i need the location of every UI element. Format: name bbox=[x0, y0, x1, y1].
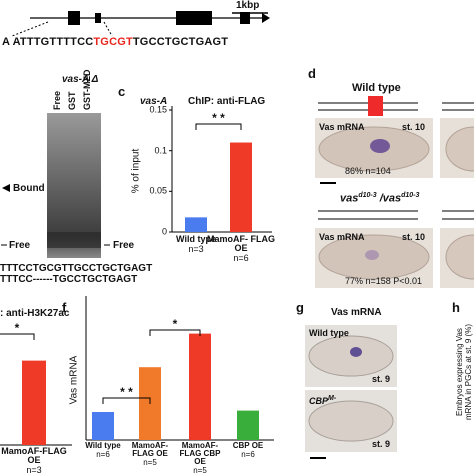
result-label: 77% n=158 P<0.01 bbox=[345, 276, 423, 286]
stage-label: st. 10 bbox=[402, 122, 426, 132]
y-tick-label: 0.1 bbox=[154, 145, 167, 156]
significance-label: * * bbox=[212, 111, 225, 125]
free-label: Free bbox=[9, 240, 31, 251]
significance-bracket bbox=[195, 123, 242, 130]
lane-label: Free bbox=[52, 90, 62, 110]
stain-label: Vas mRNA bbox=[319, 122, 365, 132]
genotype-part: /vas bbox=[376, 192, 402, 205]
genotype-part: vas bbox=[340, 192, 359, 205]
bar bbox=[237, 410, 259, 440]
y-tick-label: 0.05 bbox=[149, 185, 167, 196]
y-axis-label: % of input bbox=[130, 148, 142, 194]
sequence-part: TGCCTGCTGAGT bbox=[132, 36, 229, 48]
sequence: A ATTTGTTTTCCTGCGTTGCCTGCTGAGT bbox=[2, 37, 228, 48]
bar bbox=[92, 412, 114, 440]
genotype-part: M- bbox=[328, 395, 337, 402]
gel-image bbox=[2, 113, 101, 258]
n-label: n=3 bbox=[188, 244, 204, 254]
n-label: n=6 bbox=[233, 253, 249, 263]
panel-label: c bbox=[118, 84, 126, 99]
gene-diagram bbox=[11, 11, 270, 37]
x-tick-label: MamoAF- FLAG OE bbox=[207, 234, 275, 253]
n-label: n=6 bbox=[241, 450, 255, 459]
significance-label: * * bbox=[120, 385, 133, 399]
y-tick-label: 0 bbox=[161, 226, 167, 237]
x-tick-label: CBP OE bbox=[232, 441, 264, 450]
x-tick-label: MamoAF-FLAG OE bbox=[1, 446, 67, 465]
result-label: 86% n=104 bbox=[345, 166, 391, 176]
panel-g-graphics bbox=[305, 325, 397, 459]
sequence-wt: TTTCCTGCGTTGCCTGCTGAGT bbox=[0, 263, 153, 274]
x-tick-label: Wild type bbox=[176, 234, 216, 244]
free-label: Free bbox=[113, 240, 135, 251]
chart-subtitle: vas-A bbox=[140, 96, 168, 107]
panel-label: d bbox=[308, 66, 316, 81]
bar bbox=[230, 142, 252, 232]
significance-bracket bbox=[0, 333, 35, 340]
bar bbox=[185, 217, 207, 232]
genotype: vasd10-3 /vasd10-3 bbox=[340, 190, 419, 205]
x-tick-label: MamoAF-FLAG CBP OE bbox=[179, 441, 221, 466]
significance-label: * bbox=[172, 317, 178, 331]
panel-label: h bbox=[452, 300, 460, 315]
panel-label: f bbox=[62, 300, 67, 315]
bar bbox=[22, 360, 46, 445]
gel-construct: vas-A Δ bbox=[62, 74, 99, 85]
stage-label: st. 9 bbox=[372, 374, 391, 384]
lane-label: GST bbox=[67, 91, 77, 110]
x-tick-label: MamoAF-FLAG OE bbox=[131, 441, 169, 458]
bar bbox=[189, 333, 211, 440]
genotype: Wild type bbox=[352, 82, 401, 94]
significance-label: * bbox=[14, 321, 20, 335]
genotype-part: d10-3 bbox=[358, 192, 377, 199]
bound-label: Bound bbox=[13, 183, 45, 194]
significance-bracket bbox=[149, 329, 201, 336]
genotype-part: Wild type bbox=[309, 328, 349, 338]
sequence-deletion: TTTCC------TGCCTGCTGAGT bbox=[0, 274, 138, 285]
y-axis-label: Vas mRNA bbox=[68, 355, 80, 405]
stage-label: st. 9 bbox=[372, 439, 391, 449]
scale-label: 1kbp bbox=[236, 0, 260, 11]
stage-label: st. 10 bbox=[402, 232, 426, 242]
genotype: CBPM- bbox=[309, 393, 336, 407]
significance-bracket bbox=[102, 397, 151, 404]
sequence-site: TGCGT bbox=[93, 36, 133, 48]
genotype-part: d10-3 bbox=[401, 192, 420, 199]
stain-label: Vas mRNA bbox=[331, 307, 382, 318]
genotype-part: CBP bbox=[309, 396, 329, 406]
chart-title: ChIP: anti-FLAG bbox=[188, 96, 266, 107]
sequence-part: A ATTTGTTTTCC bbox=[2, 36, 94, 48]
n-label: n=5 bbox=[193, 466, 207, 474]
panel-label: g bbox=[296, 300, 304, 315]
n-label: n=3 bbox=[26, 465, 42, 474]
n-label: n=5 bbox=[143, 458, 157, 467]
panel-d-graphics bbox=[315, 96, 474, 288]
lane-label: GST-MZD bbox=[82, 69, 92, 111]
genotype: Wild type bbox=[309, 328, 349, 339]
y-axis-label: Embryos expressing Vas mRNA in PGCs at s… bbox=[455, 323, 473, 421]
x-tick-label: Wild type bbox=[85, 441, 121, 450]
n-label: n=6 bbox=[96, 450, 110, 459]
chart-title: : anti-H3K27ac bbox=[0, 308, 70, 319]
stain-label: Vas mRNA bbox=[319, 232, 365, 242]
y-tick-label: 0.15 bbox=[149, 104, 167, 115]
